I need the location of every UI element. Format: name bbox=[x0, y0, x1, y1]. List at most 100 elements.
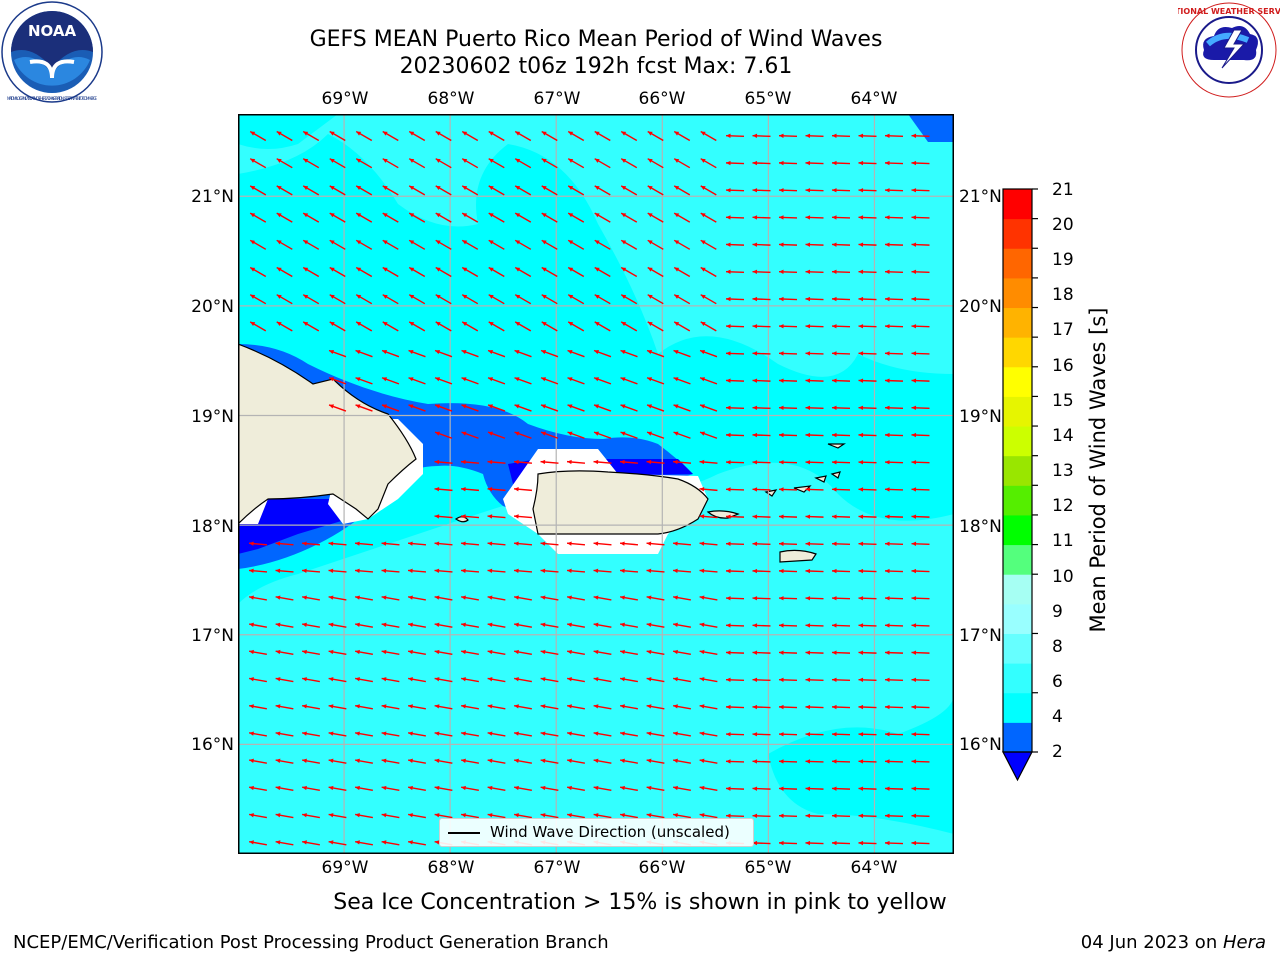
footer-host: Hera bbox=[1222, 932, 1266, 953]
wave-direction-arrow bbox=[884, 432, 904, 438]
wave-direction-arrow bbox=[487, 731, 506, 737]
wave-direction-arrow bbox=[911, 460, 930, 465]
wave-direction-arrow bbox=[620, 622, 638, 628]
wave-direction-arrow bbox=[673, 649, 691, 656]
wave-direction-arrow bbox=[884, 405, 904, 411]
wave-direction-arrow bbox=[541, 294, 558, 305]
wave-direction-arrow bbox=[620, 785, 638, 792]
wave-direction-arrow bbox=[646, 459, 665, 465]
wave-direction-arrow bbox=[699, 514, 718, 519]
wave-direction-arrow bbox=[884, 514, 904, 519]
wave-direction-arrow bbox=[699, 785, 718, 792]
wave-direction-arrow bbox=[831, 596, 851, 601]
wave-direction-arrow bbox=[328, 758, 347, 764]
wave-direction-arrow bbox=[884, 596, 904, 601]
wave-direction-arrow bbox=[382, 158, 399, 169]
wave-direction-arrow bbox=[884, 840, 904, 846]
wave-direction-arrow bbox=[514, 731, 532, 737]
wave-direction-arrow bbox=[488, 239, 505, 250]
wave-direction-arrow bbox=[594, 239, 611, 250]
wave-direction-arrow bbox=[805, 813, 824, 819]
wave-direction-arrow bbox=[329, 212, 346, 223]
wave-direction-arrow bbox=[328, 568, 347, 573]
wave-direction-arrow bbox=[699, 377, 718, 385]
wave-direction-arrow bbox=[249, 622, 267, 628]
wave-direction-arrow bbox=[646, 785, 665, 792]
wave-direction-arrow bbox=[911, 324, 930, 329]
wave-direction-arrow bbox=[435, 185, 452, 196]
wave-direction-arrow bbox=[329, 321, 346, 332]
wave-direction-arrow bbox=[911, 704, 930, 710]
wave-direction-arrow bbox=[646, 622, 665, 628]
wave-direction-arrow bbox=[514, 813, 532, 819]
wave-direction-arrow bbox=[725, 215, 745, 220]
wave-direction-arrow bbox=[620, 294, 638, 305]
wave-direction-arrow bbox=[593, 704, 612, 710]
wave-direction-arrow bbox=[461, 294, 479, 305]
wave-direction-arrow bbox=[567, 704, 585, 710]
wave-direction-arrow bbox=[593, 459, 612, 465]
wave-direction-arrow bbox=[249, 321, 267, 332]
wave-direction-arrow bbox=[328, 677, 347, 683]
wave-direction-arrow bbox=[673, 431, 691, 439]
lon-label-bottom-65w: 65°W bbox=[744, 858, 792, 878]
wave-direction-arrow bbox=[778, 759, 798, 764]
wave-direction-arrow bbox=[725, 378, 745, 383]
wave-direction-arrow bbox=[620, 349, 638, 358]
wave-direction-arrow bbox=[911, 677, 930, 683]
wave-direction-arrow bbox=[461, 404, 479, 412]
wave-direction-arrow bbox=[593, 377, 612, 385]
wave-direction-arrow bbox=[275, 649, 294, 656]
wave-direction-arrow bbox=[434, 758, 453, 764]
wave-direction-arrow bbox=[275, 541, 294, 546]
wave-direction-arrow bbox=[566, 459, 586, 465]
wave-direction-arrow bbox=[540, 349, 559, 358]
wave-direction-arrow bbox=[725, 541, 745, 547]
wave-direction-arrow bbox=[778, 405, 798, 411]
wave-direction-arrow bbox=[805, 242, 824, 247]
wave-direction-arrow bbox=[620, 212, 638, 223]
wave-direction-arrow bbox=[567, 239, 585, 250]
colorbar-tick-label: 15 bbox=[1052, 391, 1074, 411]
wave-direction-arrow bbox=[540, 622, 559, 628]
wave-direction-arrow bbox=[328, 813, 347, 819]
wave-direction-arrow bbox=[435, 130, 452, 142]
wave-direction-arrow bbox=[460, 514, 480, 519]
wave-direction-arrow bbox=[593, 431, 612, 439]
wave-direction-arrow bbox=[725, 160, 745, 166]
wave-direction-arrow bbox=[276, 185, 293, 196]
wave-direction-arrow bbox=[673, 677, 691, 683]
wave-direction-arrow bbox=[831, 405, 851, 411]
wave-direction-arrow bbox=[699, 431, 718, 439]
wave-direction-arrow bbox=[858, 759, 877, 764]
wave-direction-arrow bbox=[514, 622, 532, 628]
wave-direction-arrow bbox=[805, 324, 824, 329]
wave-direction-arrow bbox=[302, 212, 320, 223]
puerto-rico-land bbox=[532, 470, 709, 535]
wave-direction-arrow bbox=[911, 786, 930, 791]
wave-direction-arrow bbox=[567, 758, 585, 764]
colorbar-swatch bbox=[1003, 722, 1032, 753]
wave-direction-arrow bbox=[646, 377, 665, 385]
wave-direction-arrow bbox=[831, 324, 851, 329]
wave-direction-arrow bbox=[355, 813, 373, 819]
wave-direction-arrow bbox=[884, 296, 904, 302]
wave-direction-arrow bbox=[831, 514, 851, 519]
wave-direction-arrow bbox=[858, 269, 877, 275]
colorbar-extend-triangle bbox=[1002, 751, 1033, 782]
colorbar-tick-label: 17 bbox=[1052, 320, 1074, 340]
wave-direction-arrow bbox=[513, 487, 533, 492]
wave-direction-arrow bbox=[858, 188, 877, 193]
wave-direction-arrow bbox=[620, 704, 638, 710]
wave-direction-arrow bbox=[355, 595, 373, 601]
wave-direction-arrow bbox=[381, 785, 400, 792]
wave-direction-arrow bbox=[620, 677, 638, 683]
wave-direction-arrow bbox=[805, 596, 824, 601]
wave-direction-arrow bbox=[276, 158, 293, 169]
wave-direction-arrow bbox=[408, 677, 426, 683]
wave-direction-arrow bbox=[514, 185, 532, 196]
lat-label-right-18n: 18°N bbox=[959, 517, 1002, 537]
wave-direction-arrow bbox=[725, 650, 745, 655]
wave-direction-arrow bbox=[593, 677, 612, 683]
wave-direction-arrow bbox=[778, 677, 798, 683]
